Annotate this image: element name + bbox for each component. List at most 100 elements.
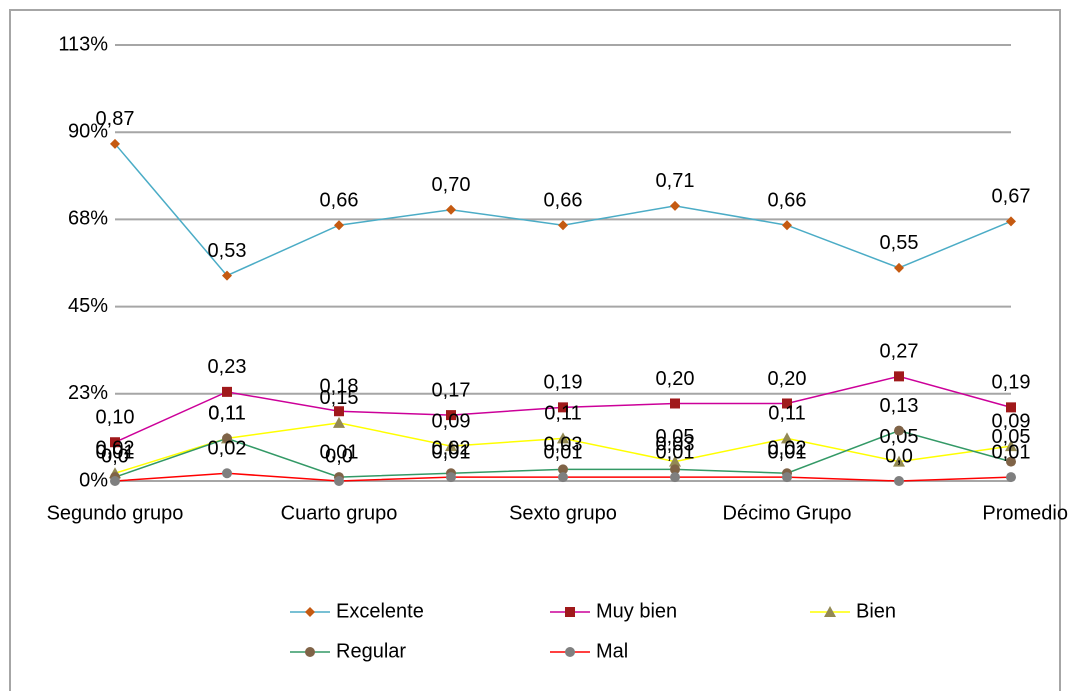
y-tick-label: 0% (79, 469, 108, 491)
marker (893, 455, 905, 467)
data-label: 0,66 (320, 189, 359, 211)
marker (669, 455, 681, 467)
marker (334, 406, 344, 417)
marker (558, 402, 568, 413)
data-label: 0,11 (768, 403, 805, 425)
marker (222, 433, 232, 444)
marker (670, 200, 680, 211)
marker (110, 138, 120, 149)
data-label: 0,0 (101, 445, 129, 467)
marker (894, 425, 904, 436)
data-label: 0,02 (96, 438, 135, 460)
data-label: 0,01 (432, 441, 471, 463)
marker (782, 398, 792, 409)
data-label: 0,27 (880, 341, 919, 363)
marker (565, 647, 575, 657)
data-label: 0,67 (992, 186, 1031, 208)
marker (222, 270, 232, 281)
data-label: 0,19 (992, 372, 1031, 394)
marker (334, 476, 344, 486)
y-tick-label: 45% (68, 295, 108, 317)
data-label: 0,23 (208, 356, 247, 378)
y-tick-label: 23% (68, 382, 108, 404)
data-label: 0,01 (992, 441, 1031, 463)
data-label: 0,20 (656, 368, 695, 390)
marker (1006, 216, 1016, 227)
data-label: 0,01 (96, 441, 135, 463)
data-label: 0,13 (880, 395, 919, 417)
marker (305, 607, 315, 617)
marker (782, 472, 792, 483)
data-label: 0,66 (768, 189, 807, 211)
data-label: 0,03 (656, 434, 695, 456)
data-label: 0,05 (992, 426, 1031, 448)
marker (670, 472, 680, 483)
x-tick-label: Sexto grupo (509, 502, 617, 524)
data-label: 0,87 (96, 108, 135, 130)
data-label: 0,01 (768, 441, 807, 463)
marker (333, 416, 345, 428)
data-label: 0,03 (544, 434, 583, 456)
chart-border (9, 9, 1061, 691)
data-label: 0,17 (432, 379, 471, 401)
data-label: 0,0 (885, 445, 913, 467)
data-label: 0,66 (544, 189, 583, 211)
data-label: 0,10 (96, 407, 135, 429)
y-tick-label: 113% (58, 33, 108, 55)
data-label: 0,09 (992, 410, 1031, 432)
data-label: 0,15 (320, 387, 359, 409)
data-label: 0,02 (208, 438, 247, 460)
legend-label: Excelente (336, 600, 424, 622)
x-tick-label: Décimo Grupo (723, 502, 852, 524)
marker (1005, 440, 1017, 452)
data-label: 0,55 (880, 232, 919, 254)
marker (110, 437, 120, 448)
data-label: 0,02 (432, 438, 471, 460)
legend-label: Muy bien (596, 600, 677, 622)
marker (824, 606, 836, 617)
data-label: 0,01 (656, 441, 695, 463)
legend-label: Bien (856, 600, 896, 622)
data-label: 0,01 (544, 441, 583, 463)
marker (446, 410, 456, 421)
marker (894, 476, 904, 486)
data-label: 0,02 (768, 438, 807, 460)
marker (445, 440, 457, 452)
marker (446, 472, 456, 483)
marker (565, 607, 575, 617)
marker (894, 262, 904, 273)
marker (110, 476, 120, 486)
marker (334, 220, 344, 231)
y-tick-label: 90% (68, 120, 108, 142)
data-label: 0,20 (768, 368, 807, 390)
marker (1006, 472, 1016, 483)
marker (670, 464, 680, 475)
x-tick-label: Segundo grupo (47, 502, 184, 524)
data-label: 0,09 (432, 410, 471, 432)
marker (558, 464, 568, 475)
marker (1006, 402, 1016, 413)
marker (1006, 456, 1016, 467)
x-tick-label: Promedio (982, 502, 1068, 524)
marker (558, 472, 568, 483)
x-tick-label: Cuarto grupo (281, 502, 398, 524)
data-label: 0,05 (656, 426, 695, 448)
marker (305, 647, 315, 657)
marker (894, 371, 904, 382)
data-label: 0,53 (208, 240, 247, 262)
marker (558, 220, 568, 231)
marker (446, 204, 456, 215)
legend-label: Regular (336, 640, 406, 662)
data-label: 0,01 (320, 441, 359, 463)
marker (557, 432, 569, 444)
marker (222, 386, 232, 397)
marker (670, 398, 680, 409)
data-label: 0,05 (880, 426, 919, 448)
data-label: 0,11 (208, 403, 245, 425)
data-label: 0,70 (432, 174, 471, 196)
data-label: 0,11 (208, 403, 245, 425)
data-label: 0,0 (325, 445, 353, 467)
data-label: 0,18 (320, 376, 359, 398)
marker (781, 432, 793, 444)
